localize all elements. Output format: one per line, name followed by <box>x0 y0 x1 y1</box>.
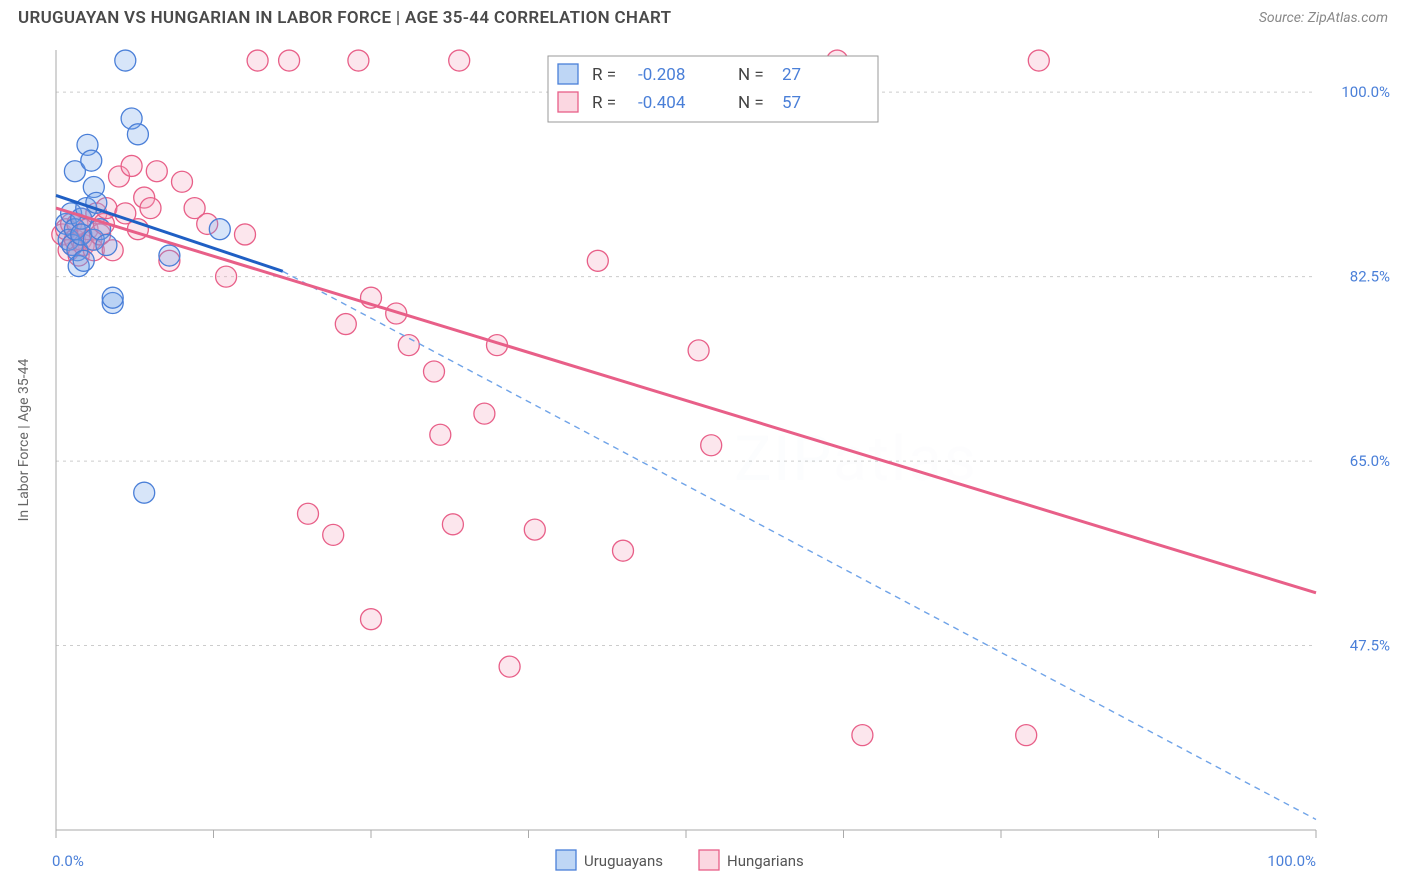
scatter-point <box>474 403 495 424</box>
scatter-point <box>323 524 344 545</box>
svg-text:R =: R = <box>592 93 616 113</box>
scatter-point <box>81 150 102 171</box>
scatter-point <box>115 50 136 71</box>
legend-label: Hungarians <box>727 852 804 870</box>
scatter-point <box>1028 50 1049 71</box>
scatter-point <box>121 155 142 176</box>
correlation-scatter-chart: ZIPatlas 0.0% 100.0% 47.5% 65.0% 82.5% 100.0% I… <box>0 42 1406 892</box>
scatter-point <box>96 235 117 256</box>
svg-text:57: 57 <box>782 93 801 113</box>
scatter-point <box>449 50 470 71</box>
scatter-point <box>247 50 268 71</box>
scatter-point <box>524 519 545 540</box>
trend-line <box>56 208 1316 593</box>
scatter-point <box>1016 725 1037 746</box>
scatter-point <box>424 361 445 382</box>
scatter-point <box>852 725 873 746</box>
scatter-point <box>688 340 709 361</box>
svg-text:-0.208: -0.208 <box>638 65 685 85</box>
svg-text:-0.404: -0.404 <box>638 93 686 113</box>
scatter-point <box>159 245 180 266</box>
svg-text:65.0%: 65.0% <box>1350 452 1390 470</box>
chart-container: ZIPatlas 0.0% 100.0% 47.5% 65.0% 82.5% 100.0% I… <box>0 42 1406 892</box>
svg-text:ZIPatlas: ZIPatlas <box>734 423 978 496</box>
svg-text:100.0%: 100.0% <box>1267 852 1316 870</box>
scatter-point <box>430 424 451 445</box>
svg-text:N =: N = <box>738 93 764 113</box>
svg-text:0.0%: 0.0% <box>52 852 84 870</box>
legend-swatch <box>556 850 576 870</box>
legend-swatch <box>558 64 578 84</box>
scatter-point <box>127 124 148 145</box>
scatter-point <box>209 219 230 240</box>
legend-swatch <box>558 92 578 112</box>
scatter-point <box>348 50 369 71</box>
svg-text:82.5%: 82.5% <box>1350 268 1390 286</box>
source-attribution: Source: ZipAtlas.com <box>1259 10 1388 26</box>
scatter-point <box>298 503 319 524</box>
scatter-point <box>335 314 356 335</box>
svg-text:27: 27 <box>782 65 801 85</box>
svg-text:In Labor Force | Age 35-44: In Labor Force | Age 35-44 <box>16 358 32 521</box>
scatter-point <box>73 250 94 271</box>
chart-title: URUGUAYAN VS HUNGARIAN IN LABOR FORCE | … <box>18 8 671 28</box>
scatter-point <box>216 266 237 287</box>
scatter-point <box>134 482 155 503</box>
scatter-point <box>146 161 167 182</box>
scatter-point <box>587 250 608 271</box>
legend-label: Uruguayans <box>584 852 663 870</box>
svg-text:N =: N = <box>738 65 764 85</box>
svg-text:100.0%: 100.0% <box>1341 83 1390 101</box>
scatter-point <box>172 171 193 192</box>
scatter-point <box>499 656 520 677</box>
scatter-point <box>279 50 300 71</box>
scatter-point <box>442 514 463 535</box>
scatter-point <box>398 335 419 356</box>
legend-swatch <box>699 850 719 870</box>
svg-text:47.5%: 47.5% <box>1350 637 1390 655</box>
scatter-point <box>361 609 382 630</box>
scatter-point <box>701 435 722 456</box>
scatter-point <box>102 287 123 308</box>
scatter-point <box>140 198 161 219</box>
scatter-point <box>235 224 256 245</box>
scatter-point <box>613 540 634 561</box>
svg-text:R =: R = <box>592 65 616 85</box>
